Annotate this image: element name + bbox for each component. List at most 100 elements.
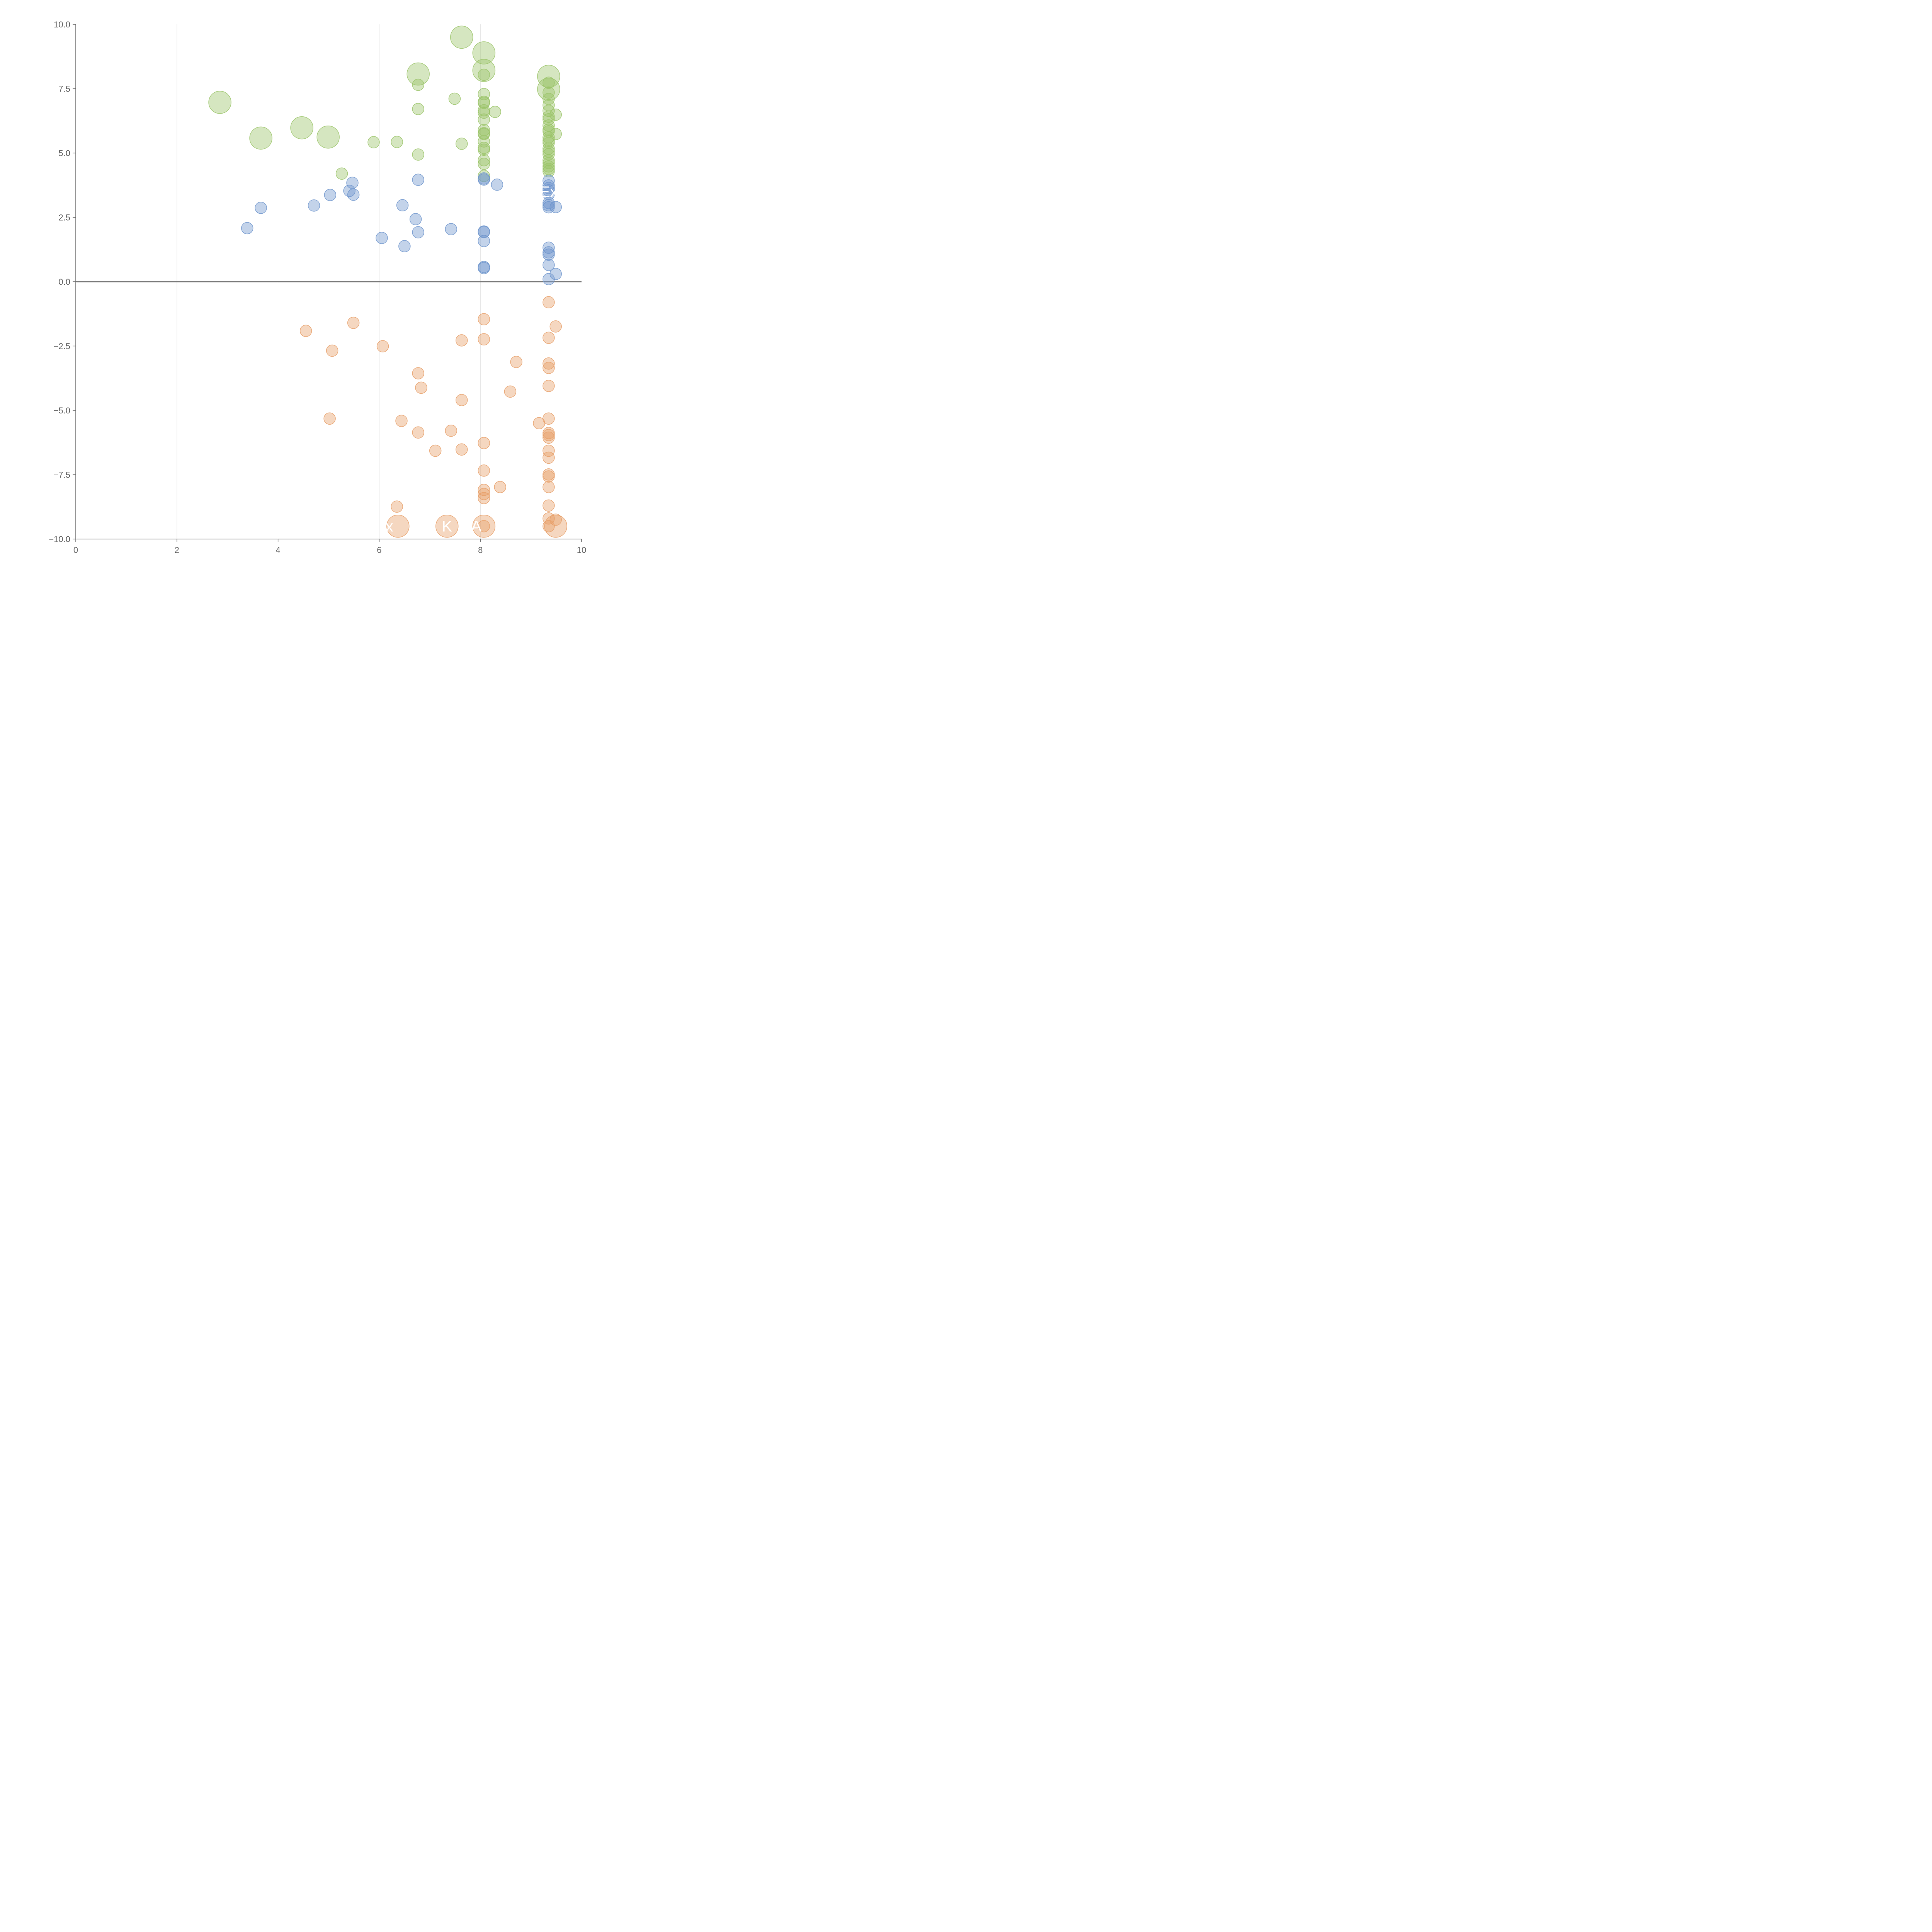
data-point <box>491 179 503 191</box>
data-point <box>395 415 408 427</box>
data-point <box>544 514 567 538</box>
data-point <box>412 367 424 379</box>
data-point <box>510 356 522 368</box>
data-point <box>494 481 507 493</box>
data-point <box>478 170 490 182</box>
data-point <box>412 148 424 161</box>
data-point <box>396 199 409 211</box>
data-point <box>543 160 555 173</box>
bubble-scatter-chart: 0 2 4 6 8 10 10.0 7.5 5.0 2.5 0.0 −2.5 −5.0 −7.5 −10.0… <box>49 20 586 555</box>
data-point <box>543 111 555 123</box>
data-point <box>543 357 555 370</box>
data-point <box>504 385 517 398</box>
data-point <box>445 223 457 235</box>
data-point <box>478 68 490 81</box>
data-point <box>249 126 272 150</box>
point-label: Ex <box>540 184 558 201</box>
data-point <box>478 113 490 126</box>
data-point <box>543 332 555 344</box>
data-point <box>549 201 562 213</box>
data-point <box>386 514 410 538</box>
data-point <box>543 481 555 493</box>
data-points <box>208 26 567 538</box>
data-point <box>376 340 389 352</box>
data-point <box>543 165 555 178</box>
data-point <box>543 242 555 254</box>
data-point <box>478 158 490 170</box>
data-point <box>448 92 461 105</box>
y-tick-label: 7.5 <box>58 84 70 94</box>
data-point <box>543 362 555 374</box>
data-point <box>456 443 468 456</box>
y-tick-label: 2.5 <box>58 213 70 223</box>
data-point <box>255 202 267 214</box>
data-point <box>543 77 555 89</box>
y-tick-label: −10.0 <box>49 534 70 544</box>
data-point <box>308 199 320 212</box>
data-point <box>456 138 468 150</box>
data-point <box>549 514 562 526</box>
data-point <box>543 188 555 201</box>
data-point <box>543 113 555 126</box>
data-point <box>290 116 313 139</box>
data-point <box>478 464 490 477</box>
data-point <box>478 235 490 247</box>
data-point <box>543 179 555 192</box>
data-point <box>543 86 555 99</box>
data-point <box>478 154 490 167</box>
data-point <box>543 451 555 464</box>
point-label: K <box>442 518 452 535</box>
axes: 0 2 4 6 8 10 10.0 7.5 5.0 2.5 0.0 −2.5 −5.0 −7.5 −10.0 <box>49 20 586 555</box>
data-point <box>391 136 403 148</box>
x-tick-label: 8 <box>478 545 483 555</box>
data-point <box>346 177 359 189</box>
data-point <box>549 109 562 121</box>
data-point <box>543 431 555 444</box>
data-point <box>549 320 562 333</box>
data-point <box>478 333 490 345</box>
data-point <box>472 41 496 65</box>
data-point <box>456 334 468 347</box>
data-point <box>478 143 490 156</box>
data-point <box>208 91 231 114</box>
data-point <box>326 344 338 357</box>
data-point <box>543 184 555 197</box>
data-point <box>543 444 555 457</box>
point-label: A <box>471 518 481 535</box>
data-point <box>543 499 555 512</box>
data-point <box>478 97 490 109</box>
data-point <box>406 62 430 86</box>
point-labels: Ex K Ax <box>386 184 558 535</box>
data-point <box>316 125 340 149</box>
data-point <box>478 520 490 532</box>
y-tick-label: −2.5 <box>54 342 70 351</box>
data-point <box>543 520 555 532</box>
x-tick-label: 6 <box>377 545 381 555</box>
data-point <box>543 201 555 214</box>
data-point <box>335 167 348 180</box>
data-point <box>412 173 424 186</box>
x-tick-label: 4 <box>276 545 280 555</box>
data-point <box>543 154 555 167</box>
data-point <box>549 128 562 140</box>
data-point <box>324 189 337 201</box>
data-point <box>543 412 555 425</box>
data-point <box>543 296 555 309</box>
data-point <box>478 313 490 325</box>
data-point <box>445 424 457 437</box>
data-point <box>456 394 468 406</box>
data-point <box>376 232 388 244</box>
data-point <box>398 240 411 252</box>
y-tick-label: 0.0 <box>58 277 70 287</box>
x-tick-label: 0 <box>73 545 78 555</box>
point-label: x <box>386 518 393 535</box>
data-point <box>478 173 490 186</box>
data-point <box>412 226 424 238</box>
data-point <box>543 470 555 483</box>
data-point <box>543 248 555 261</box>
data-point <box>347 189 360 201</box>
data-point <box>409 213 422 225</box>
data-point <box>478 437 490 449</box>
data-point <box>323 412 336 425</box>
data-point <box>412 426 424 439</box>
